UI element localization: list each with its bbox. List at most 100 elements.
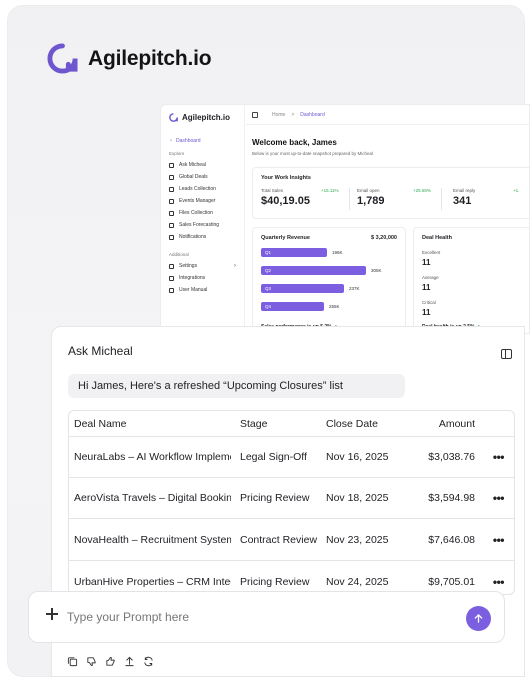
thumbs-up-icon[interactable] <box>104 655 116 667</box>
stat-value: 1,789 <box>357 195 385 207</box>
sidebar-item-settings[interactable]: Settings › <box>167 260 238 272</box>
welcome-title: Welcome back, James <box>252 138 337 147</box>
quarterly-revenue-total: $ 3,20,000 <box>371 235 397 241</box>
deal-stage: Legal Sign-Off <box>240 451 307 463</box>
sidebar-item-label: Leads Collection <box>179 186 216 192</box>
agilepitch-logo-icon <box>47 43 78 74</box>
stat-label: Total Sales <box>261 188 284 193</box>
deal-amount: $7,646.08 <box>428 533 475 546</box>
stat-delta: +1. <box>513 188 520 193</box>
stat-delta: +15.11% <box>321 188 339 193</box>
agilepitch-logo-icon <box>169 113 178 122</box>
bar-label: Q1 <box>265 250 272 255</box>
bar-value: 305K <box>371 268 382 273</box>
bar-value: 255K <box>329 304 340 309</box>
dashboard-main: Home > Dashboard Welcome back, James Bel… <box>246 105 529 333</box>
integrations-icon <box>169 275 174 281</box>
sidebar-item-integrations[interactable]: Integrations <box>167 272 238 284</box>
regenerate-icon[interactable] <box>142 655 154 667</box>
deal-stage: Pricing Review <box>240 492 310 504</box>
stat-label: Email open <box>357 188 380 193</box>
sidebar-item-label: Ask Micheal <box>179 162 206 168</box>
sidebar-item-label: Integrations <box>179 275 206 281</box>
deal-health-value: 11 <box>422 258 431 267</box>
deal-name: NeuraLabs – AI Workflow Impleme… <box>74 451 231 463</box>
prompt-input[interactable]: Type your Prompt here <box>67 610 190 624</box>
deal-health-value: 11 <box>422 283 431 292</box>
divider <box>349 188 350 210</box>
copy-icon[interactable] <box>66 655 78 667</box>
stat-email-reply: Email reply +1. 341 <box>453 188 519 207</box>
sidebar-item-ask-micheal[interactable]: Ask Micheal <box>167 159 238 171</box>
table-row[interactable]: UrbanHive Properties – CRM Integ… Pricin… <box>69 561 514 594</box>
dashboard-preview: Agilepitch.io ◔ Dashboard Explore Ask Mi… <box>160 104 530 334</box>
dashboard-sidebar: Agilepitch.io ◔ Dashboard Explore Ask Mi… <box>161 105 245 333</box>
chart-icon <box>169 222 174 228</box>
sidebar-item-dashboard[interactable]: ◔ Dashboard <box>167 136 238 146</box>
work-insights-title: Your Work Insights <box>261 175 311 181</box>
sidebar-item-forecasting[interactable]: Sales Forecasting <box>167 219 238 231</box>
deal-close-date: Nov 16, 2025 <box>326 451 389 463</box>
deal-health-label: Critical <box>422 300 436 305</box>
grid-icon <box>169 287 174 293</box>
deal-amount: $3,038.76 <box>428 451 475 463</box>
sidebar-toggle-icon[interactable] <box>252 111 258 118</box>
send-button[interactable] <box>466 606 491 631</box>
bar-label: Q4 <box>265 304 272 309</box>
table-row[interactable]: NeuraLabs – AI Workflow Impleme… Legal S… <box>69 437 514 478</box>
globe-icon <box>169 174 174 180</box>
brand-header: Agilepitch.io <box>47 43 212 74</box>
thumbs-down-icon[interactable] <box>85 655 97 667</box>
sidebar-item-events[interactable]: Events Manager <box>167 195 238 207</box>
calendar-icon <box>169 198 174 204</box>
sidebar-item-global-deals[interactable]: Global Deals <box>167 171 238 183</box>
bar-value: 237K <box>349 286 360 291</box>
file-icon <box>169 210 174 216</box>
deal-health-value: 11 <box>422 308 431 317</box>
more-options-icon[interactable]: ••• <box>492 575 505 589</box>
deal-name: NovaHealth – Recruitment System… <box>74 533 231 546</box>
breadcrumb-separator: > <box>291 111 295 118</box>
table-row[interactable]: AeroVista Travels – Digital Booking… Pri… <box>69 478 514 519</box>
column-header-deal-name: Deal Name <box>74 417 127 430</box>
share-icon[interactable] <box>123 655 135 667</box>
panel-toggle-icon[interactable] <box>501 349 512 359</box>
more-options-icon[interactable]: ••• <box>492 450 505 464</box>
dashboard-icon: ◔ <box>169 138 173 144</box>
deal-close-date: Nov 24, 2025 <box>326 576 389 588</box>
sidebar-item-notifications[interactable]: Notifications <box>167 231 238 243</box>
sidebar-item-user-manual[interactable]: User Manual <box>167 284 238 296</box>
stat-total-sales: Total Sales +15.11% $40,19.05 <box>261 188 339 207</box>
assistant-message: Hi James, Here's a refreshed “Upcoming C… <box>68 374 405 398</box>
bar-label: Q2 <box>265 268 272 273</box>
send-icon <box>169 162 174 168</box>
deal-close-date: Nov 23, 2025 <box>326 533 389 546</box>
deal-amount: $3,594.98 <box>428 492 475 504</box>
plus-icon[interactable] <box>45 607 59 621</box>
table-row[interactable]: NovaHealth – Recruitment System… Contrac… <box>69 519 514 561</box>
prompt-composer[interactable]: Type your Prompt here <box>28 591 505 643</box>
revenue-bar: Q4 <box>261 302 324 311</box>
sidebar-item-label: Files Collection <box>179 210 213 216</box>
sidebar-section-explore: Explore <box>169 151 185 156</box>
breadcrumb-home[interactable]: Home <box>272 111 286 118</box>
revenue-bar: Q2 <box>261 266 366 275</box>
deal-name: AeroVista Travels – Digital Booking… <box>74 492 231 504</box>
sidebar-item-leads[interactable]: Leads Collection <box>167 183 238 195</box>
brand-name: Agilepitch.io <box>88 46 212 70</box>
sidebar-item-label: Sales Forecasting <box>179 222 220 228</box>
revenue-bar: Q1 <box>261 248 327 257</box>
revenue-bar-row: Q4 255K <box>261 302 340 311</box>
more-options-icon[interactable]: ••• <box>492 491 505 505</box>
sidebar-section-additional: Additional <box>169 252 189 257</box>
sidebar-item-label: Dashboard <box>176 138 201 144</box>
chevron-right-icon: › <box>234 263 236 269</box>
sidebar-item-files[interactable]: Files Collection <box>167 207 238 219</box>
deal-stage: Contract Review <box>240 533 318 546</box>
stat-label: Email reply <box>453 188 476 193</box>
deal-health-label: Excellent <box>422 250 441 255</box>
sidebar-brand: Agilepitch.io <box>169 113 238 122</box>
more-options-icon[interactable]: ••• <box>492 532 505 547</box>
chat-title: Ask Micheal <box>68 344 133 358</box>
arrow-up-icon <box>474 614 483 623</box>
